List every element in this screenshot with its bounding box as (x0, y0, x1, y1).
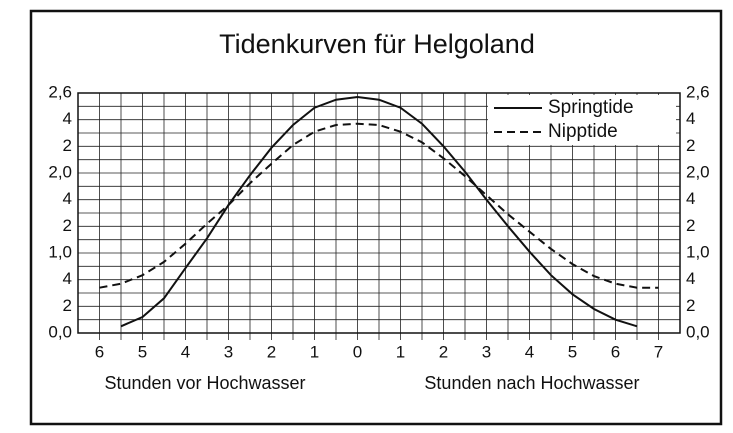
series-line (99, 122, 659, 289)
legend-label: Nipptide (548, 121, 618, 142)
y-tick-label: 2 (63, 216, 72, 235)
x-tick-label: 6 (95, 342, 104, 361)
y-tick-label: 4 (686, 109, 695, 128)
y-tick-label: 2,0 (48, 162, 72, 181)
x-tick-label: 7 (654, 342, 663, 361)
x-tick-label: 6 (611, 342, 620, 361)
y-tick-label: 2 (686, 136, 695, 155)
x-tick-label: 2 (267, 342, 276, 361)
y-tick-label: 1,0 (686, 242, 710, 261)
y-tick-label: 0,0 (686, 322, 710, 341)
y-tick-label: 2 (63, 136, 72, 155)
legend-label: Springtide (548, 97, 634, 118)
x-tick-label: 5 (138, 342, 147, 361)
x-tick-label: 5 (568, 342, 577, 361)
x-tick-label: 0 (353, 342, 362, 361)
y-tick-label: 2 (686, 296, 695, 315)
y-tick-label: 4 (63, 269, 72, 288)
y-tick-label: 2 (63, 296, 72, 315)
y-tick-label: 2,6 (686, 82, 710, 101)
y-tick-label: 4 (686, 189, 695, 208)
chart-title: Tidenkurven für Helgoland (219, 29, 535, 59)
y-tick-label: 2 (686, 216, 695, 235)
y-tick-label: 4 (63, 189, 72, 208)
x-tick-label: 2 (439, 342, 448, 361)
frame (29, 9, 723, 426)
x-axis-label: Stunden vor Hochwasser (104, 373, 305, 393)
y-tick-label: 0,0 (48, 322, 72, 341)
plot-frame (77, 92, 681, 334)
legend-box (488, 95, 676, 145)
x-tick-label: 1 (396, 342, 405, 361)
y-tick-label: 4 (686, 269, 695, 288)
series-line (120, 95, 638, 328)
x-tick-label: 3 (224, 342, 233, 361)
x-tick-label: 3 (482, 342, 491, 361)
x-axis-label: Stunden nach Hochwasser (424, 373, 639, 393)
y-tick-label: 4 (63, 109, 72, 128)
x-tick-label: 4 (525, 342, 534, 361)
y-tick-label: 2,0 (686, 162, 710, 181)
x-tick-label: 4 (181, 342, 190, 361)
y-tick-label: 2,6 (48, 82, 72, 101)
y-tick-label: 1,0 (48, 242, 72, 261)
x-tick-label: 1 (310, 342, 319, 361)
